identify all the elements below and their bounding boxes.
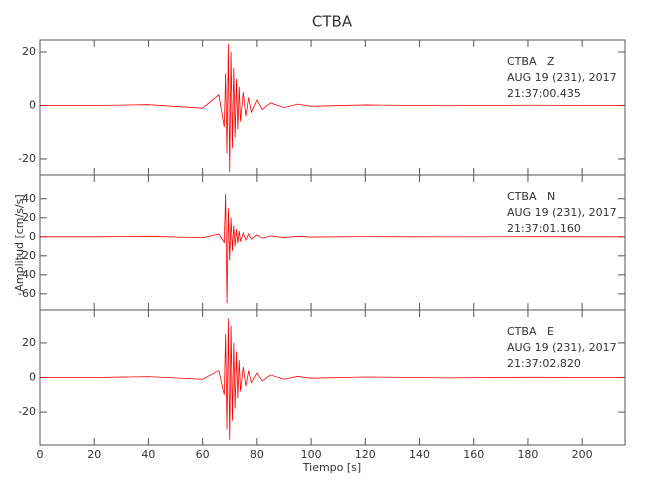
x-axis-label: Tiempo [s]	[302, 461, 361, 474]
x-tick-label: 180	[517, 448, 538, 461]
y-tick-label: 20	[22, 211, 36, 224]
waveform	[40, 193, 623, 304]
annotation: AUG 19 (231), 2017	[507, 206, 617, 219]
annotation: 21:37:02.820	[507, 357, 581, 370]
annotation: CTBA E	[507, 325, 554, 338]
x-tick-label: 100	[301, 448, 322, 461]
chart-title: CTBA	[312, 13, 353, 31]
y-axis-label: Amplitud [cm/s/s]	[13, 194, 26, 291]
y-tick-label: -20	[18, 152, 36, 165]
x-tick-label: 80	[250, 448, 264, 461]
x-tick-label: 120	[355, 448, 376, 461]
x-tick-label: 0	[37, 448, 44, 461]
x-tick-label: 40	[141, 448, 155, 461]
y-tick-label: 20	[22, 45, 36, 58]
x-tick-label: 200	[572, 448, 593, 461]
y-tick-label: -60	[18, 287, 36, 300]
y-tick-label: -20	[18, 249, 36, 262]
x-tick-label: 160	[463, 448, 484, 461]
annotation: AUG 19 (231), 2017	[507, 71, 617, 84]
x-tick-label: 140	[409, 448, 430, 461]
y-tick-label: -20	[18, 405, 36, 418]
annotation: 21:37:01.160	[507, 222, 581, 235]
annotation: 21:37:00.435	[507, 87, 581, 100]
waveform	[40, 318, 623, 440]
y-tick-label: 0	[29, 98, 36, 111]
annotation: AUG 19 (231), 2017	[507, 341, 617, 354]
y-tick-label: -40	[18, 268, 36, 281]
y-tick-label: 0	[29, 371, 36, 384]
y-tick-label: 40	[22, 192, 36, 205]
annotation: CTBA Z	[507, 55, 555, 68]
annotation: CTBA N	[507, 190, 555, 203]
waveform	[40, 44, 623, 173]
x-tick-label: 20	[87, 448, 101, 461]
y-tick-label: 0	[29, 230, 36, 243]
x-tick-label: 60	[196, 448, 210, 461]
y-tick-label: 20	[22, 336, 36, 349]
